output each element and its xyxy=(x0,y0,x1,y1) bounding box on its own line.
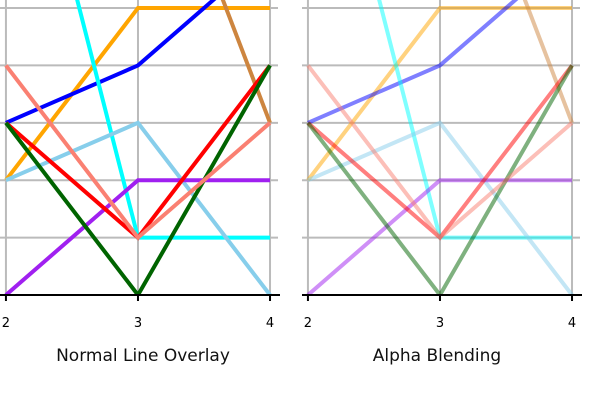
x-tick-label: 4 xyxy=(568,316,576,331)
x-tick-label: 3 xyxy=(436,316,444,331)
panel-title: Normal Line Overlay xyxy=(56,346,230,366)
chart-panel-1: 2 3 4 Normal Line Overlay xyxy=(0,0,280,366)
series-line-9 xyxy=(4,64,272,241)
series-line-8 xyxy=(306,64,574,295)
x-tick-label: 3 xyxy=(134,316,142,331)
series-line-2 xyxy=(307,0,519,125)
chart-panel-2: 2 3 4 Alpha Blending xyxy=(302,0,582,366)
panel-title: Alpha Blending xyxy=(373,346,501,366)
series-line-4 xyxy=(522,0,574,124)
series-line-6 xyxy=(4,178,271,295)
series-line-2 xyxy=(5,0,217,125)
series-line-6 xyxy=(306,178,573,295)
x-tick-label: 4 xyxy=(266,316,274,331)
series-line-4 xyxy=(220,0,272,124)
series-line-8 xyxy=(4,64,272,295)
series-line-9 xyxy=(306,64,574,241)
x-tick-label: 2 xyxy=(2,316,10,331)
x-tick-label: 2 xyxy=(304,316,312,331)
